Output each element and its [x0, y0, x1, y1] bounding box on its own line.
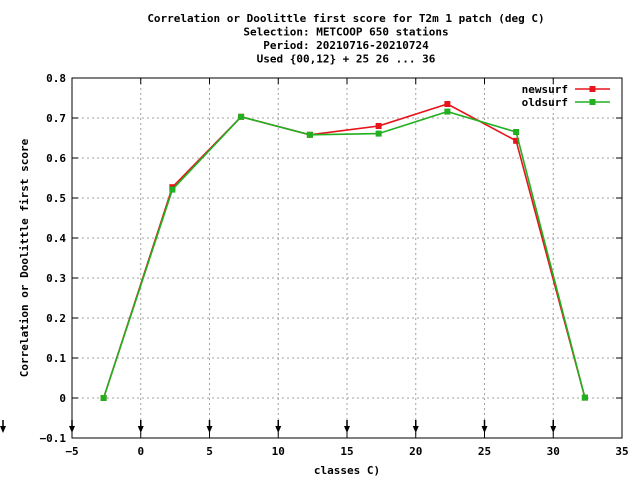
y-tick-label: 0 [59, 392, 66, 405]
arrow-head [206, 426, 213, 433]
data-point-oldsurf [513, 129, 520, 135]
title-line: Correlation or Doolittle first score for… [147, 12, 544, 25]
arrow-marker [137, 420, 144, 433]
series-line-oldsurf [102, 110, 586, 399]
arrow-marker [275, 420, 282, 433]
legend-marker-newsurf [589, 86, 596, 92]
data-point-oldsurf [306, 131, 313, 138]
arrow-marker [412, 420, 419, 433]
grid [72, 78, 622, 438]
x-axis-label: classes C) [314, 464, 380, 477]
legend-label-oldsurf: oldsurf [522, 96, 568, 109]
data-point-oldsurf [581, 394, 588, 401]
y-axis-label: Correlation or Doolittle first score [18, 138, 31, 377]
arrow-head [275, 426, 282, 433]
legend-label-newsurf: newsurf [522, 83, 568, 96]
y-tick-label: −0.1 [40, 432, 67, 445]
x-tick-label: 10 [272, 445, 285, 458]
x-tick-label: 30 [547, 445, 560, 458]
arrow-markers [0, 420, 557, 433]
legend-marker-oldsurf [589, 99, 596, 105]
x-tick-label: 5 [206, 445, 213, 458]
data-point-oldsurf [375, 130, 382, 137]
x-tick-label: −5 [65, 445, 78, 458]
y-tick-label: 0.8 [46, 72, 66, 85]
y-tick-label: 0.4 [46, 232, 66, 245]
series [100, 101, 588, 401]
axis-ticks: −0.1 0 0.1 0.2 0.3 0.4 0.5 0.6 0.7 0.8 −5 0 5 10 15 20 2… [40, 72, 629, 458]
arrow-marker [69, 420, 75, 433]
arrow-marker [206, 420, 213, 433]
y-tick-label: 0.2 [46, 312, 66, 325]
y-tick-label: 0.6 [46, 152, 66, 165]
x-tick-label: 15 [340, 445, 353, 458]
chart-title: Correlation or Doolittle first score for… [147, 12, 544, 66]
x-tick-label: 35 [615, 445, 628, 458]
arrow-head [69, 426, 75, 433]
y-tick-label: 0.3 [46, 272, 66, 285]
series-oldsurf [100, 108, 588, 401]
data-point-oldsurf [100, 395, 107, 401]
arrow-marker [344, 420, 350, 433]
series-line-newsurf [102, 103, 586, 399]
arrow-head [550, 426, 557, 433]
title-line: Selection: METCOOP 650 stations [243, 26, 448, 39]
x-tick-label: 0 [137, 445, 144, 458]
series-newsurf [100, 101, 588, 401]
arrow-marker [550, 420, 557, 433]
x-tick-label: 20 [409, 445, 422, 458]
arrow-head [481, 426, 488, 433]
x-tick-label: 25 [478, 445, 491, 458]
data-point-newsurf [375, 123, 382, 129]
data-point-oldsurf [238, 113, 245, 120]
data-point-oldsurf [169, 186, 176, 193]
y-tick-label: 0.1 [46, 352, 66, 365]
title-line: Used {00,12} + 25 26 ... 36 [257, 53, 436, 66]
y-tick-label: 0.5 [46, 192, 66, 205]
arrow-head [344, 426, 350, 433]
arrow-head [412, 426, 419, 433]
data-point-newsurf [513, 137, 520, 144]
y-tick-label: 0.7 [46, 112, 66, 125]
data-point-oldsurf [444, 108, 451, 115]
title-line: Period: 20210716-20210724 [263, 39, 429, 52]
data-point-newsurf [444, 101, 451, 107]
arrow-head [137, 426, 144, 433]
arrow-head [0, 426, 6, 433]
arrow-marker [481, 420, 488, 433]
arrow-marker [0, 420, 6, 433]
